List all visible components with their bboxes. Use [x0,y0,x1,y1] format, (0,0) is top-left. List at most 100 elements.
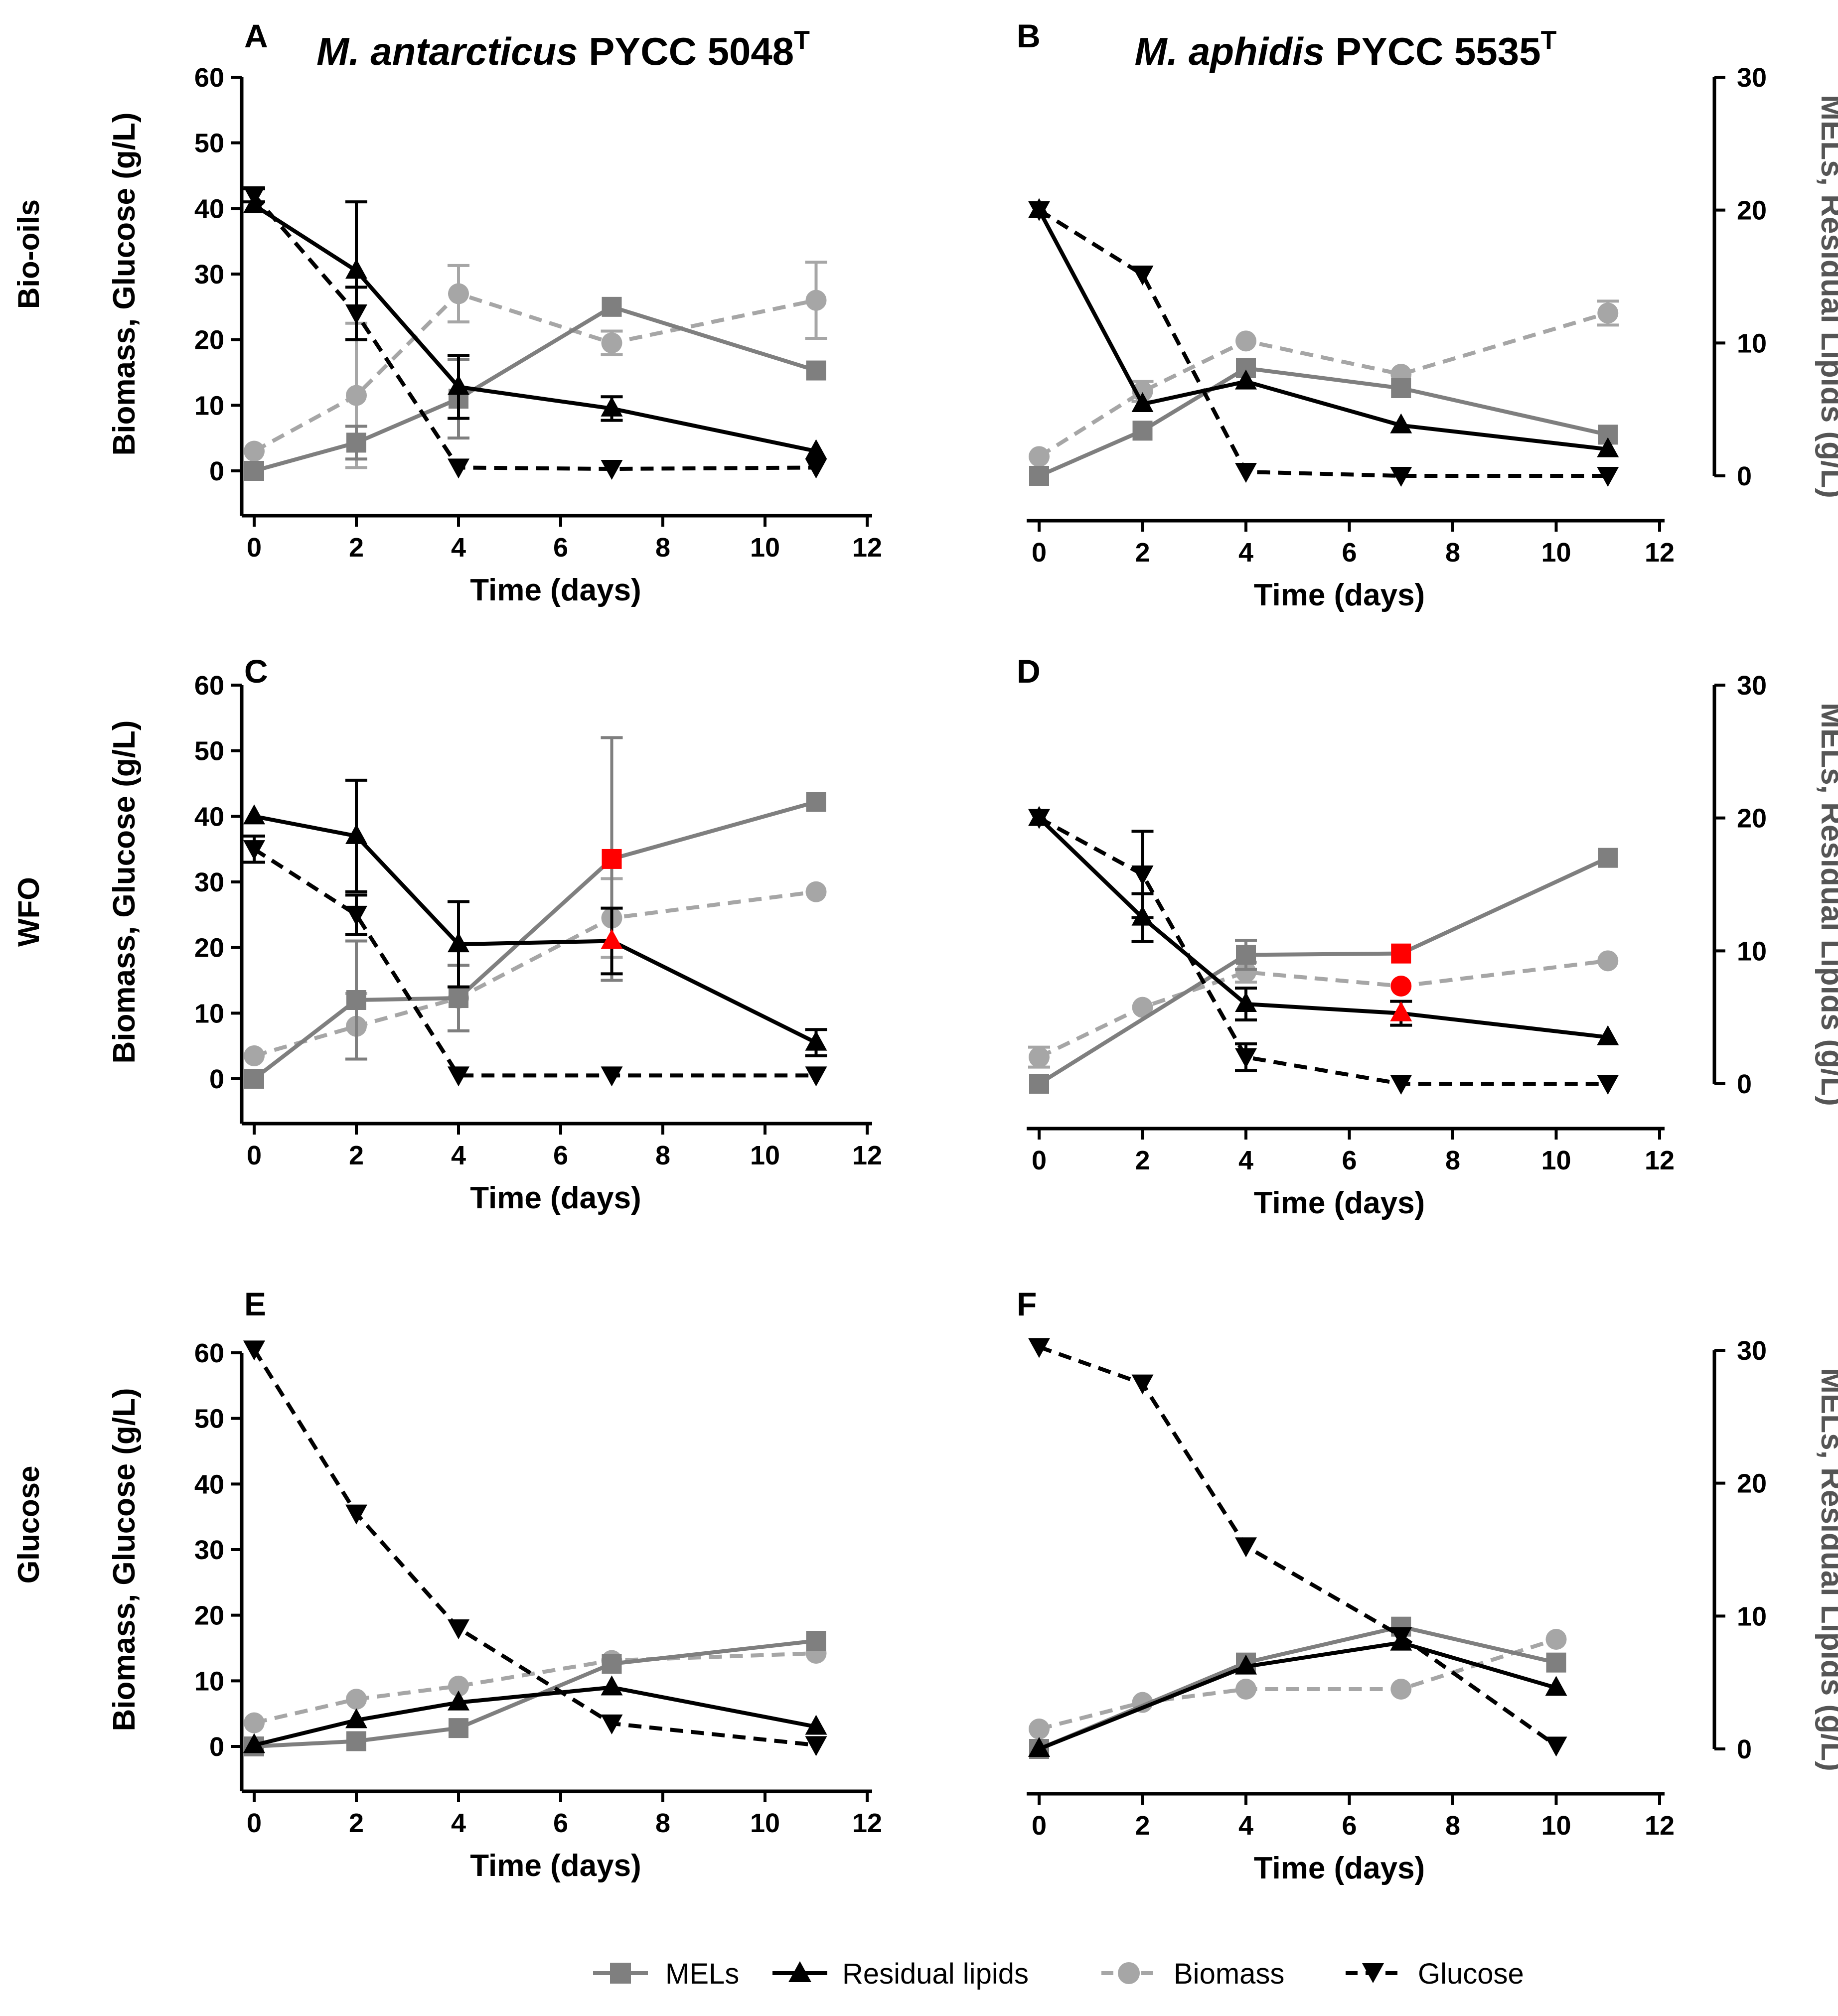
panel-e-biomass-point [448,1675,469,1697]
panel-b-mels-line [1038,366,1609,478]
panel-c-x-tick-label: 12 [852,1141,882,1170]
panel-f-x-tick-label: 8 [1445,1811,1460,1841]
panel-d-x-tick-label: 2 [1135,1146,1150,1175]
panel-d-biomass-point [1132,997,1153,1018]
panel-b-x-tick-label: 0 [1032,538,1047,568]
legend-item-residual-lipids: Residual lipids [772,1958,1029,1990]
panel-f-residual-lipids-point [1545,1676,1567,1696]
panel-e-x-axis-title: Time (days) [470,1849,641,1883]
panel-c-glucose-point [243,840,265,861]
panel-d-y-right-tick-label: 30 [1737,671,1767,701]
panel-f-biomass-point [1235,1679,1256,1700]
strain-title-right-species: M. aphidis [1135,29,1325,73]
strain-title-left-superscript: T [794,26,810,55]
panel-c-x-axis-title: Time (days) [470,1181,641,1215]
panel-b-residual-lipids-point [1028,198,1050,218]
panel-b-glucose-line [1038,208,1608,478]
panel-a-mels-line [253,304,817,473]
panel-a-mels-point [346,432,366,453]
panel-f-x-axis-title: Time (days) [1254,1851,1425,1885]
panel-c-y-tick-label: 30 [194,867,224,897]
strain-title-right-collection: PYCC 5535 [1325,29,1541,73]
panel-f-y-right-tick-label: 20 [1737,1469,1767,1499]
legend: MELs Residual lipids Biomass Glucose [593,1958,1524,1990]
panel-a-biomass-point [448,283,469,304]
panel-a-series-residual-lipids [243,193,827,459]
strain-title-left: M. antarcticus PYCC 5048T [316,26,810,73]
panel-f-x-tick-label: 12 [1645,1811,1675,1841]
panel-b-x-tick-label: 4 [1238,538,1253,568]
panel-b-glucose-point [1390,467,1412,487]
panel-b-residual-lipids-line [1037,209,1608,451]
panel-e-x-tick-label: 8 [655,1808,670,1838]
panel-a-residual-lipids-point [243,193,265,213]
panel-a-mels-point [602,296,622,317]
panel-b-biomass-point [1029,446,1050,467]
panel-a-residual-lipids-point [448,375,469,395]
panel-c-mels-point [806,792,826,812]
panel-a-biomass-point [244,440,265,462]
panel-f-residual-lipids-point [1235,1654,1257,1675]
panel-e-x-tick-label: 6 [553,1808,568,1838]
panel-c-x-tick-label: 6 [553,1141,568,1170]
panel-b-series-glucose [1028,201,1619,487]
panel-d-biomass-point [1029,1046,1050,1068]
panel-d-series-biomass [1028,950,1619,1069]
legend-marker-glucose [1362,1963,1384,1983]
strain-title-left-species: M. antarcticus [316,29,578,73]
panel-a-mels-point [244,461,264,481]
panel-c-mels-point [244,1069,264,1089]
panel-e-residual-lipids-point [345,1708,367,1728]
panel-d-x-axis-title: Time (days) [1254,1186,1425,1220]
panel-e-mels-point [806,1631,826,1651]
panel-f-series-residual-lipids [1028,1630,1567,1757]
panel-e-x-tick-label: 2 [349,1808,364,1838]
panel-a-mels-point [806,360,826,381]
panel-e-y-tick-label: 60 [194,1338,224,1368]
panel-d-residual-lipids-point [1597,1025,1619,1045]
panel-f-x-tick-label: 0 [1032,1811,1047,1841]
panel-f-residual-lipids-point [1390,1630,1412,1651]
panel-e-residual-lipids-point [448,1690,469,1711]
panel-d-residual-lipids-point [1235,992,1257,1012]
panel-f-glucose-point [1131,1374,1154,1395]
panel-e-y-tick-label: 20 [194,1601,224,1631]
panel-b-biomass-point [1597,302,1619,324]
panel-c-mels-point [346,990,366,1010]
panel-f: F 0 2 4 6 8 10 12 Time (days) 0 10 20 30 MELs, Residu… [1017,1286,1838,1885]
panel-a-y-tick-label: 40 [194,194,224,224]
legend-label-glucose: Glucose [1418,1958,1524,1990]
panel-d-glucose-point [1235,1048,1257,1068]
panel-c-y-tick-label: 50 [194,736,224,766]
panel-e-x-tick-label: 12 [852,1808,882,1838]
panel-a-y-tick-label: 20 [194,325,224,355]
panel-d-y-right-tick-label: 20 [1737,804,1767,834]
row-label-glucose: Glucose [12,1466,45,1584]
strain-title-right-superscript: T [1541,26,1557,55]
panel-f-x-tick-label: 10 [1541,1811,1571,1841]
panel-a-x-axis-title: Time (days) [470,573,641,607]
panel-e-series-glucose [243,1340,827,1756]
panel-e-biomass-point [244,1712,265,1733]
panel-b-glucose-point [1131,266,1154,286]
panel-b-biomass-line [1038,311,1609,458]
panel-f-y-right-tick-label: 30 [1737,1336,1767,1366]
panel-b-glucose-point [1597,467,1619,487]
panel-c-y-tick-label: 40 [194,802,224,832]
panel-a-residual-lipids-point [805,439,827,459]
panel-d-x-tick-label: 10 [1541,1146,1571,1175]
panel-e-mels-point [602,1654,622,1674]
panel-f-mels-point [1546,1652,1566,1673]
row-label-bio-oils: Bio-oils [12,199,45,309]
panel-e-y-tick-label: 40 [194,1469,224,1499]
panel-b-mels-point [1132,421,1153,441]
panel-c-mels-point [602,849,622,869]
panel-a-glucose-line [252,194,816,471]
legend-label-mels: MELs [665,1958,739,1990]
panel-d-y-right-tick-label: 0 [1737,1069,1752,1099]
panel-c-residual-lipids-point [805,1030,827,1051]
panel-a-series-mels [244,296,826,481]
legend-item-mels: MELs [593,1958,739,1990]
panel-e-glucose-point [448,1619,469,1639]
